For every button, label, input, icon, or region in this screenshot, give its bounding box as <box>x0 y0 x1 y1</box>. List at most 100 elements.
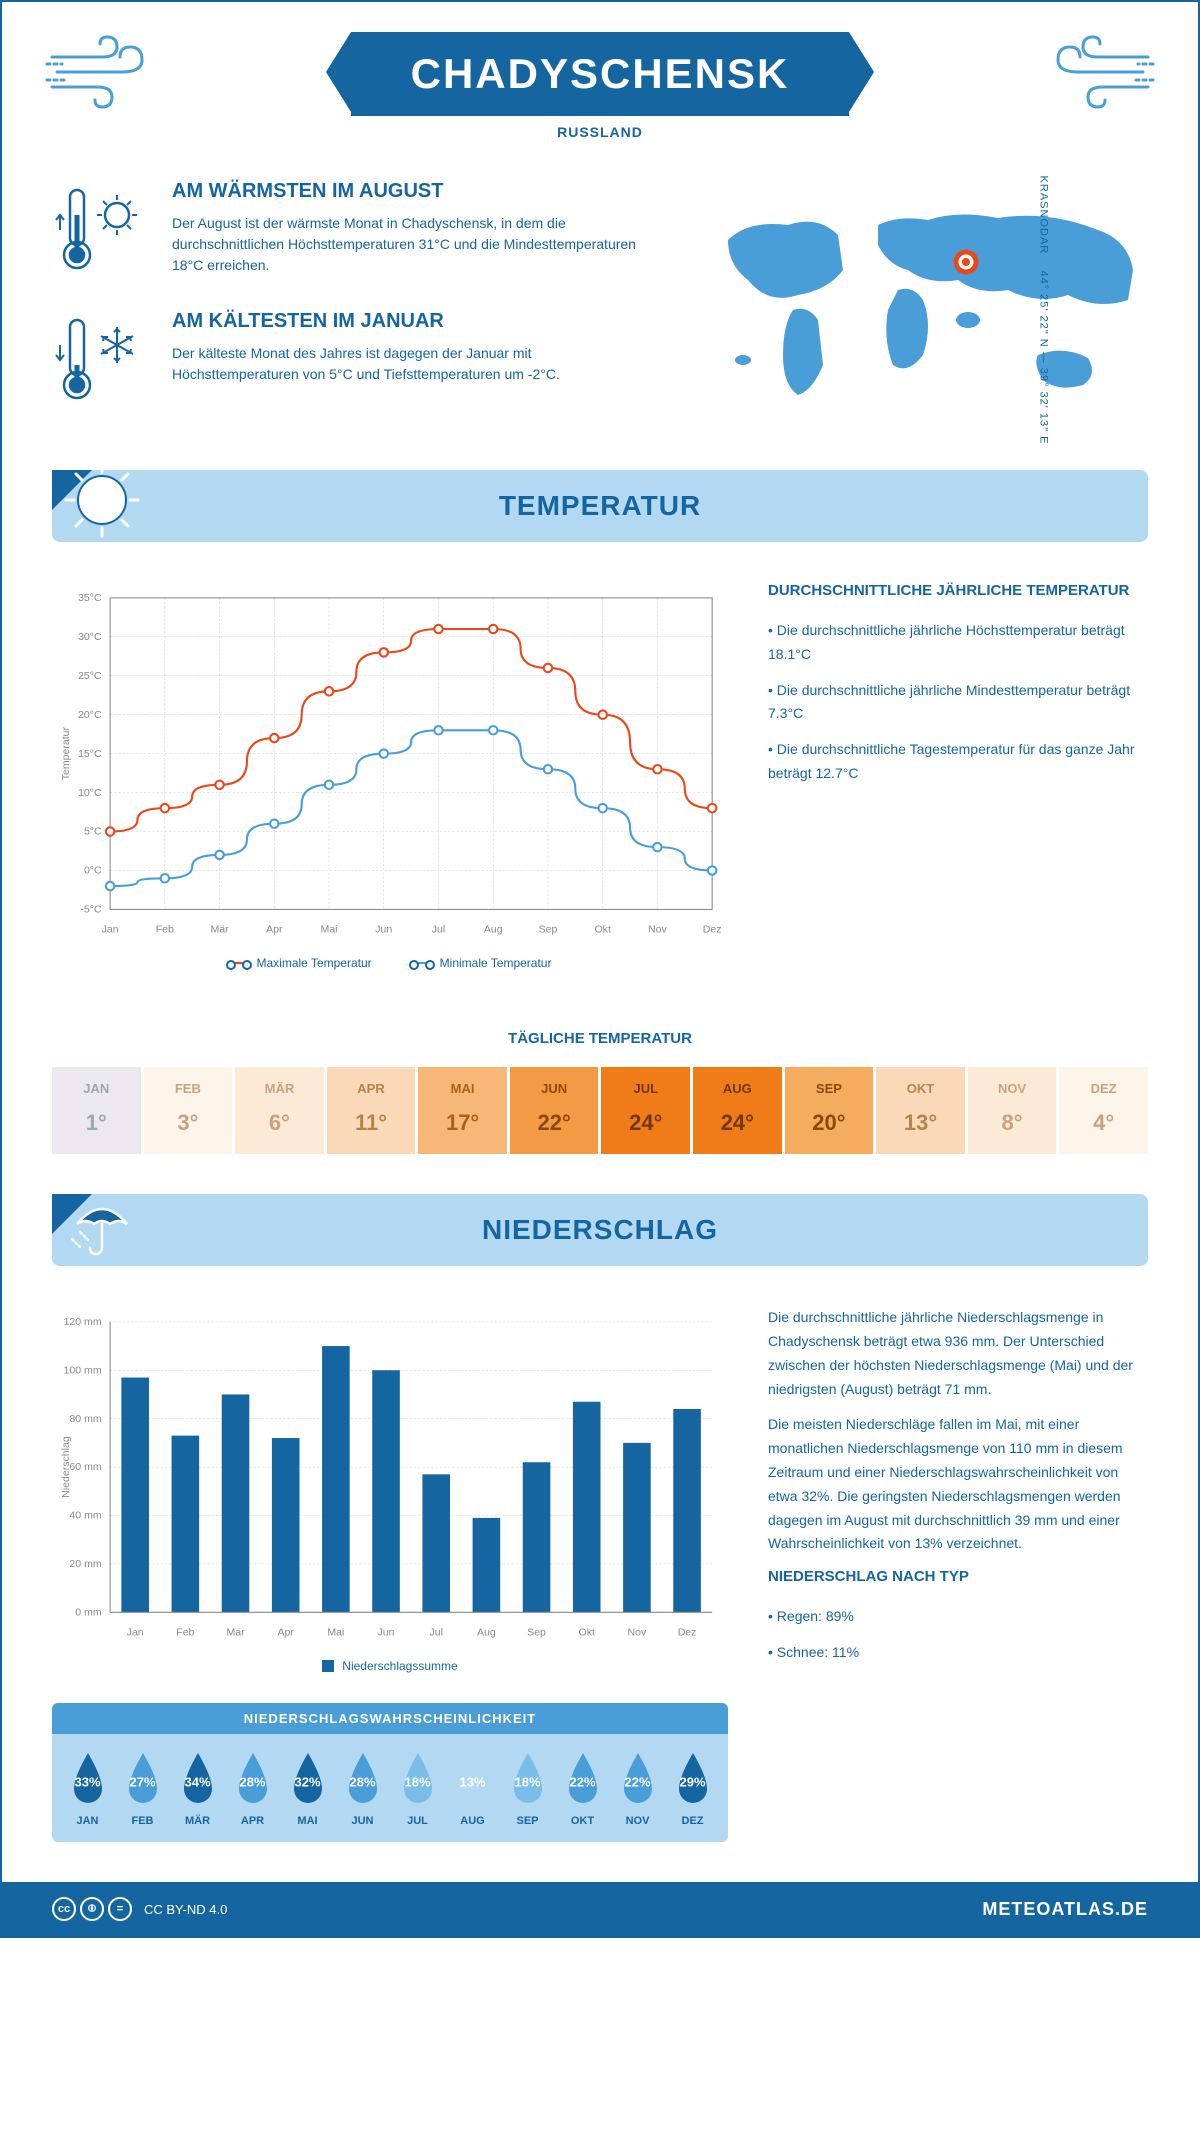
legend-max-label: Maximale Temperatur <box>257 956 372 970</box>
svg-text:15°C: 15°C <box>78 748 102 760</box>
warmest-title: AM WÄRMSTEN IM AUGUST <box>172 180 658 203</box>
svg-text:0°C: 0°C <box>84 865 102 877</box>
site-name: METEOATLAS.DE <box>982 1899 1148 1920</box>
svg-text:25°C: 25°C <box>78 670 102 682</box>
temperature-chart: -5°C 0°C 5°C 10°C 15°C 20°C 25°C 30°C 35°C Jan Feb… <box>52 582 728 970</box>
chart-legend: Niederschlagssumme <box>52 1659 728 1673</box>
precip-drop: 28%JUN <box>337 1749 388 1827</box>
drop-pct: 34% <box>184 1775 210 1790</box>
svg-text:60 mm: 60 mm <box>69 1461 101 1473</box>
svg-text:Jun: Jun <box>378 1627 395 1639</box>
precip-type-title: NIEDERSCHLAG NACH TYP <box>768 1568 1148 1585</box>
svg-text:-5°C: -5°C <box>80 904 102 916</box>
coldest-title: AM KÄLTESTEN IM JANUAR <box>172 310 658 333</box>
thermometer-sun-icon <box>52 180 152 280</box>
drop-month: FEB <box>117 1815 168 1827</box>
svg-text:Sep: Sep <box>539 924 558 936</box>
by-icon: 🅯 <box>80 1897 104 1921</box>
section-title: NIEDERSCHLAG <box>82 1214 1118 1246</box>
temp-value: 1° <box>56 1110 137 1136</box>
svg-text:Temperatur: Temperatur <box>60 726 72 780</box>
chart-legend: .legend-sw::before,.legend-sw::after{bor… <box>52 956 728 970</box>
svg-text:10°C: 10°C <box>78 787 102 799</box>
svg-text:Jan: Jan <box>102 924 119 936</box>
temp-cell: JAN 1° <box>52 1067 141 1154</box>
temperature-banner: TEMPERATUR <box>52 470 1148 542</box>
license-text: CC BY-ND 4.0 <box>144 1902 227 1917</box>
world-map: KRASNODAR 44° 25' 22" N — 39° 32' 13" E <box>698 180 1148 440</box>
daily-temperature: TÄGLICHE TEMPERATUR JAN1°FEB3°MÄR6°APR11… <box>2 1010 1198 1194</box>
drop-pct: 13% <box>459 1775 485 1790</box>
temp-month: JAN <box>56 1081 137 1096</box>
drop-month: JUL <box>392 1815 443 1827</box>
precip-drop: 27%FEB <box>117 1749 168 1827</box>
svg-text:35°C: 35°C <box>78 592 102 604</box>
coldest-block: AM KÄLTESTEN IM JANUAR Der kälteste Mona… <box>52 310 658 410</box>
drop-month: MÄR <box>172 1815 223 1827</box>
svg-text:80 mm: 80 mm <box>69 1413 101 1425</box>
coldest-text: Der kälteste Monat des Jahres ist dagege… <box>172 343 658 385</box>
drop-month: DEZ <box>667 1815 718 1827</box>
precip-drop: 32%MAI <box>282 1749 333 1827</box>
temp-value: 6° <box>239 1110 320 1136</box>
drop-pct: 29% <box>679 1775 705 1790</box>
svg-text:20°C: 20°C <box>78 709 102 721</box>
svg-text:Niederschlag: Niederschlag <box>60 1436 72 1498</box>
temp-value: 11° <box>331 1110 412 1136</box>
drop-month: JUN <box>337 1815 388 1827</box>
info-row: AM WÄRMSTEN IM AUGUST Der August ist der… <box>2 150 1198 470</box>
warmest-text: Der August ist der wärmste Monat in Chad… <box>172 213 658 276</box>
drop-month: SEP <box>502 1815 553 1827</box>
svg-text:30°C: 30°C <box>78 631 102 643</box>
svg-text:100 mm: 100 mm <box>64 1365 102 1377</box>
drop-pct: 18% <box>514 1775 540 1790</box>
info-column: AM WÄRMSTEN IM AUGUST Der August ist der… <box>52 180 658 440</box>
svg-text:5°C: 5°C <box>84 826 102 838</box>
drop-pct: 22% <box>624 1775 650 1790</box>
svg-text:Feb: Feb <box>156 924 174 936</box>
drop-month: NOV <box>612 1815 663 1827</box>
svg-text:120 mm: 120 mm <box>64 1316 102 1328</box>
temp-value: 24° <box>697 1110 778 1136</box>
precipitation-chart: 0 mm20 mm40 mm60 mm80 mm100 mm120 mmJanF… <box>52 1306 728 1842</box>
section-title: TEMPERATUR <box>82 490 1118 522</box>
temp-value: 20° <box>789 1110 870 1136</box>
drop-pct: 18% <box>404 1775 430 1790</box>
temp-month: JUN <box>514 1081 595 1096</box>
avg-item: Die durchschnittliche Tagestemperatur fü… <box>768 738 1148 786</box>
svg-text:Mai: Mai <box>321 924 338 936</box>
license: cc 🅯 = CC BY-ND 4.0 <box>52 1897 227 1921</box>
drop-month: APR <box>227 1815 278 1827</box>
precip-drop: 22% NOV <box>612 1749 663 1827</box>
precipitation-text: Die durchschnittliche jährliche Niedersc… <box>768 1306 1148 1842</box>
temp-cell: MAI17° <box>418 1067 507 1154</box>
infographic-container: CHADYSCHENSK RUSSLAND AM WÄ <box>0 0 1200 1938</box>
header: CHADYSCHENSK RUSSLAND <box>2 2 1198 150</box>
wind-icon <box>42 32 182 112</box>
temp-cell: APR 11° <box>327 1067 416 1154</box>
temp-cell: JUN 22° <box>510 1067 599 1154</box>
avg-item: Die durchschnittliche jährliche Mindestt… <box>768 679 1148 727</box>
coordinates: KRASNODAR 44° 25' 22" N — 39° 32' 13" E <box>1038 176 1050 445</box>
footer: cc 🅯 = CC BY-ND 4.0 METEOATLAS.DE <box>2 1882 1198 1936</box>
drop-pct: 33% <box>74 1775 100 1790</box>
precip-drop: 34% MÄR <box>172 1749 223 1827</box>
temp-month: FEB <box>148 1081 229 1096</box>
temp-month: APR <box>331 1081 412 1096</box>
precipitation-chart-row: 0 mm20 mm40 mm60 mm80 mm100 mm120 mmJanF… <box>2 1266 1198 1882</box>
svg-text:Aug: Aug <box>484 924 503 936</box>
temp-month: MAI <box>422 1081 503 1096</box>
warmest-block: AM WÄRMSTEN IM AUGUST Der August ist der… <box>52 180 658 280</box>
drop-month: OKT <box>557 1815 608 1827</box>
cc-icon: cc <box>52 1897 76 1921</box>
temp-month: JUL <box>605 1081 686 1096</box>
temp-value: 24° <box>605 1110 686 1136</box>
svg-text:Nov: Nov <box>648 924 667 936</box>
svg-text:Dez: Dez <box>678 1627 697 1639</box>
svg-text:0 mm: 0 mm <box>75 1607 102 1619</box>
drop-pct: 32% <box>294 1775 320 1790</box>
svg-text:Jul: Jul <box>429 1627 442 1639</box>
drop-pct: 28% <box>239 1775 265 1790</box>
temp-value: 22° <box>514 1110 595 1136</box>
precip-drop: 33%JAN <box>62 1749 113 1827</box>
